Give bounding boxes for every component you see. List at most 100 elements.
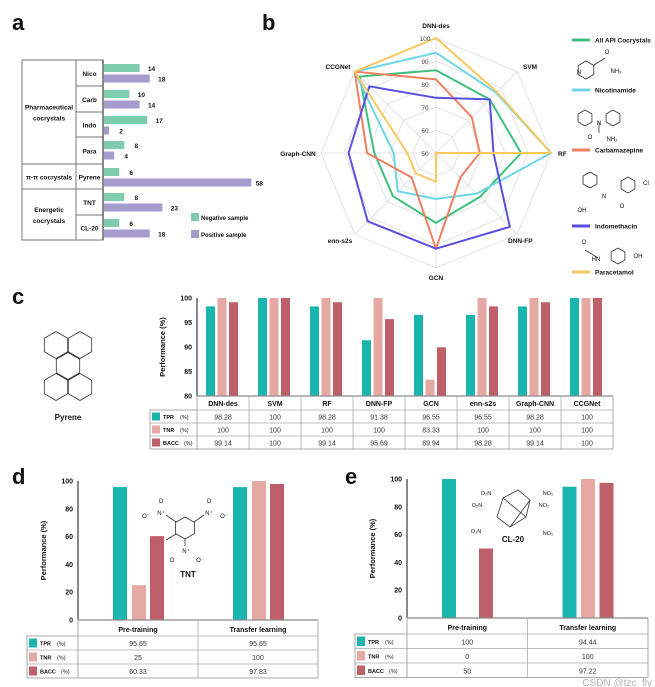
y-tick-label: 0 <box>398 616 402 623</box>
y-tick-label: 40 <box>65 562 73 569</box>
data-label: 14 <box>148 103 156 110</box>
category-label: CL-20 <box>80 226 98 233</box>
bar-negative <box>104 219 120 227</box>
table-header: DNN-FP <box>366 401 393 408</box>
bar-negative <box>104 90 130 98</box>
bar-tpr <box>258 298 267 396</box>
y-tick-label: 80 <box>184 394 192 401</box>
data-label: 18 <box>158 77 166 84</box>
radar-axis <box>354 71 437 154</box>
y-tick-label: 80 <box>394 504 402 511</box>
table-row-label: TNR <box>368 654 379 660</box>
table-row-label: TNR <box>40 656 51 662</box>
atom-label: N⁺ <box>205 510 213 517</box>
radar-tick-label: 90 <box>421 59 429 66</box>
group-label: cocrystals <box>33 116 66 123</box>
bar-bacc <box>489 306 498 396</box>
bar-negative <box>104 193 125 201</box>
table-cell: 91.38 <box>370 415 388 422</box>
table-cell: 99.14 <box>318 441 336 448</box>
bar-positive <box>104 151 115 160</box>
atom-label: NH₂ <box>611 69 623 75</box>
cl20-structure-icon: O₂N NO₂ O₂N NO₂ O₂N NO₂ <box>471 489 553 537</box>
data-label: 17 <box>156 118 164 125</box>
y-tick-label: 100 <box>61 479 73 486</box>
atom-label: N⁺ <box>182 548 190 555</box>
atom-label: O <box>582 240 587 246</box>
bar-tpr <box>310 306 319 396</box>
table-row-label: BACC <box>368 669 384 675</box>
radar-axis-label: CCGNet <box>326 64 352 71</box>
bar-tnr <box>252 481 266 620</box>
sample-count-chart: Pharmaceutical cocrystals π-π cocrystals En… <box>21 59 264 241</box>
y-axis-label: Performance (%) <box>39 520 48 580</box>
table-cell: 96.55 <box>422 415 440 422</box>
bar-bacc <box>281 298 290 396</box>
table-header: Transfer learning <box>230 627 287 634</box>
bond <box>593 57 606 66</box>
bar-tnr <box>581 479 595 618</box>
category-label: Indo <box>83 123 97 130</box>
table-row-label: TPR <box>368 640 379 646</box>
y-tick-label: 85 <box>184 369 192 376</box>
atom-label: O <box>588 135 593 141</box>
table-row-unit: (%) <box>385 640 394 646</box>
group-label: Energetic <box>34 207 64 214</box>
panel-label: e <box>345 464 357 489</box>
table-row-label: BACC <box>163 441 179 447</box>
category-label: Pyrene <box>79 175 101 182</box>
bar-bacc <box>229 302 238 396</box>
table-cell: 100 <box>582 654 594 661</box>
panel-label: c <box>12 284 24 309</box>
atom-label: O⁻ <box>220 514 228 520</box>
table-cell: 94.44 <box>579 639 597 646</box>
carbamazepine-ring <box>605 109 621 127</box>
bar-tnr <box>477 298 487 396</box>
legend-label: Indomethacin <box>595 224 637 231</box>
table-row-label: TPR <box>40 642 51 648</box>
panel-label: d <box>12 464 25 489</box>
bar-negative <box>104 116 148 124</box>
atom-label: NO₂ <box>539 503 549 509</box>
category-label: TNT <box>83 200 96 207</box>
radar-tick-label: 60 <box>421 128 429 135</box>
table-row-label: TPR <box>163 415 174 421</box>
table-cell: 100 <box>373 428 385 435</box>
legend-label: Carbamazepine <box>595 148 643 155</box>
radar-series-paracetamol <box>353 37 552 183</box>
y-axis-label: Performance (%) <box>158 317 167 377</box>
table-cell: 97.22 <box>579 668 597 675</box>
bar-tnr <box>529 298 539 396</box>
radar-tick-label: 50 <box>421 151 429 158</box>
table-cell: 95.65 <box>249 641 267 648</box>
data-label: 8 <box>135 143 139 150</box>
bar-positive <box>104 126 110 135</box>
bar-negative <box>104 64 140 72</box>
bond <box>584 249 599 259</box>
pyrene-ring <box>67 331 93 359</box>
category-label: Para <box>82 149 96 156</box>
radar-axis-label: DNN-FP <box>508 238 533 245</box>
table-row-unit: (%) <box>184 441 193 447</box>
legend-swatch <box>357 651 365 661</box>
radar-axis-label: RF <box>558 151 567 158</box>
bar-tnr <box>581 298 591 396</box>
y-axis-label: Performance (%) <box>368 518 377 578</box>
atom-label: N <box>597 121 601 127</box>
data-label: 58 <box>256 181 264 188</box>
legend-label: Paracetamol <box>595 270 634 277</box>
bar-tpr <box>518 306 527 396</box>
bar-bacc <box>593 298 602 396</box>
table-cell: 100 <box>461 639 473 646</box>
table-cell: 98.28 <box>214 415 232 422</box>
table-row-label: BACC <box>40 670 56 676</box>
table-cell: 100 <box>269 428 281 435</box>
atom-label: HN <box>592 257 601 263</box>
legend-swatch <box>152 438 160 447</box>
table-header: SVM <box>267 401 282 408</box>
legend-swatch <box>191 213 199 221</box>
table-header: GCN <box>423 401 439 408</box>
bar-tpr <box>113 487 127 620</box>
legend-swatch <box>191 230 199 238</box>
atom-label: O⁻ <box>142 514 150 520</box>
